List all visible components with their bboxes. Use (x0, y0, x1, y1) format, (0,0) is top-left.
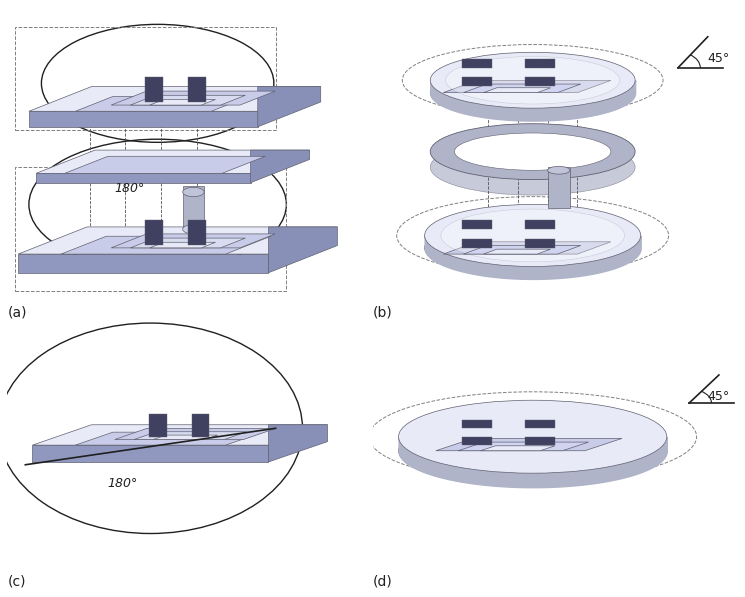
Ellipse shape (446, 57, 620, 104)
Polygon shape (153, 435, 218, 439)
Polygon shape (130, 238, 245, 248)
Polygon shape (65, 156, 265, 173)
Polygon shape (150, 242, 215, 248)
Polygon shape (18, 254, 268, 273)
Polygon shape (111, 234, 276, 248)
Polygon shape (436, 438, 622, 451)
Polygon shape (484, 249, 551, 254)
FancyBboxPatch shape (188, 220, 206, 245)
Polygon shape (463, 245, 580, 254)
FancyBboxPatch shape (525, 77, 555, 87)
Ellipse shape (399, 400, 667, 473)
Ellipse shape (399, 414, 667, 487)
Ellipse shape (430, 124, 635, 180)
FancyBboxPatch shape (462, 59, 492, 68)
FancyBboxPatch shape (145, 77, 163, 102)
Polygon shape (481, 446, 555, 451)
Ellipse shape (454, 133, 611, 170)
Text: 45°: 45° (708, 390, 730, 403)
FancyBboxPatch shape (462, 437, 492, 445)
FancyBboxPatch shape (191, 414, 209, 437)
Polygon shape (130, 96, 245, 105)
Polygon shape (268, 227, 337, 273)
Ellipse shape (430, 53, 635, 108)
Ellipse shape (425, 204, 641, 266)
FancyBboxPatch shape (525, 220, 555, 229)
Text: (a): (a) (7, 306, 27, 319)
Text: 180°: 180° (107, 477, 138, 490)
Polygon shape (29, 87, 320, 111)
Text: 180°: 180° (115, 182, 145, 195)
Bar (548, 167, 570, 208)
Polygon shape (111, 91, 276, 105)
Polygon shape (75, 432, 263, 445)
Polygon shape (36, 150, 310, 173)
Polygon shape (258, 87, 320, 127)
Text: (c): (c) (7, 574, 26, 588)
Polygon shape (18, 227, 337, 254)
Polygon shape (150, 100, 215, 105)
Ellipse shape (425, 217, 641, 279)
Polygon shape (443, 81, 611, 93)
FancyBboxPatch shape (525, 59, 555, 68)
Polygon shape (33, 424, 328, 445)
Bar (183, 186, 204, 229)
Text: 45°: 45° (708, 51, 730, 64)
Text: (b): (b) (372, 306, 393, 319)
Ellipse shape (548, 167, 570, 174)
Polygon shape (463, 84, 580, 93)
Ellipse shape (441, 209, 624, 262)
FancyBboxPatch shape (525, 239, 555, 248)
Ellipse shape (183, 224, 204, 234)
FancyBboxPatch shape (462, 220, 492, 229)
Polygon shape (115, 429, 276, 439)
FancyBboxPatch shape (525, 420, 555, 428)
FancyBboxPatch shape (149, 414, 167, 437)
Polygon shape (29, 111, 258, 127)
FancyBboxPatch shape (525, 437, 555, 445)
Polygon shape (61, 236, 271, 254)
Ellipse shape (430, 139, 635, 195)
Ellipse shape (183, 187, 204, 196)
Polygon shape (458, 442, 589, 451)
Polygon shape (268, 424, 328, 462)
Polygon shape (443, 242, 611, 254)
Ellipse shape (430, 64, 635, 121)
Polygon shape (134, 432, 247, 439)
FancyBboxPatch shape (188, 77, 206, 102)
FancyBboxPatch shape (462, 420, 492, 428)
FancyBboxPatch shape (462, 239, 492, 248)
Text: (d): (d) (372, 574, 393, 588)
Polygon shape (36, 173, 250, 183)
Polygon shape (33, 445, 268, 462)
Polygon shape (484, 88, 551, 93)
Polygon shape (75, 97, 249, 111)
Polygon shape (250, 150, 310, 183)
FancyBboxPatch shape (145, 220, 163, 245)
FancyBboxPatch shape (462, 77, 492, 87)
